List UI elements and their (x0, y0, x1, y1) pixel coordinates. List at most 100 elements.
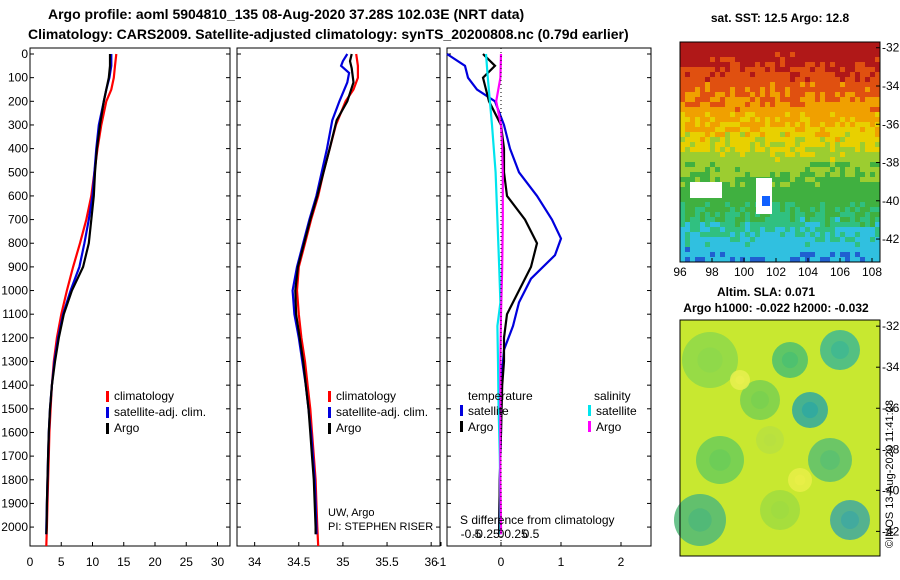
sst-cell (750, 147, 756, 153)
sst-cell (750, 257, 756, 263)
sst-cell (805, 77, 811, 83)
sst-cell (845, 192, 851, 198)
sst-cell (785, 102, 791, 108)
sst-cell (705, 42, 711, 48)
sst-cell (680, 87, 686, 93)
sst-cell (835, 247, 841, 253)
sst-cell (865, 82, 871, 88)
sst-cell (685, 167, 691, 173)
sst-cell (805, 97, 811, 103)
sst-cell (710, 42, 716, 48)
sst-cell (825, 177, 831, 183)
sst-cell (845, 197, 851, 203)
sst-cell (795, 142, 801, 148)
sst-cell (795, 92, 801, 98)
sst-cell (720, 217, 726, 223)
sst-cell (765, 247, 771, 253)
sst-cell (865, 157, 871, 163)
sst-cell (680, 112, 686, 118)
sst-cell (825, 232, 831, 238)
sst-cell (725, 112, 731, 118)
sst-cell (760, 107, 766, 113)
sst-cell (805, 202, 811, 208)
sst-cell (685, 217, 691, 223)
temp-xtick-label: 0 (27, 555, 34, 569)
sst-cell (870, 97, 876, 103)
sst-cell (710, 227, 716, 233)
diff-xtick-bottom-label: 0 (498, 555, 505, 569)
sst-cell (690, 197, 696, 203)
sst-cell (865, 217, 871, 223)
sst-cell (750, 212, 756, 218)
sst-cell (825, 152, 831, 158)
sst-cell (730, 137, 736, 143)
legend-swatch (106, 391, 109, 402)
sst-cell (775, 112, 781, 118)
header-line-1: Argo profile: aoml 5904810_135 08-Aug-20… (48, 6, 525, 22)
sst-cell (790, 172, 796, 178)
sst-cell (755, 152, 761, 158)
sst-cell (765, 137, 771, 143)
sst-cell (850, 212, 856, 218)
temp-series-argo (45, 54, 112, 535)
sst-cell (680, 252, 686, 258)
sst-cell (745, 57, 751, 63)
sst-cell (760, 167, 766, 173)
sst-cell (740, 102, 746, 108)
sst-cell (750, 182, 756, 188)
sst-cell (790, 47, 796, 53)
sst-cell (855, 87, 861, 93)
sst-cell (685, 147, 691, 153)
sst-cell (820, 157, 826, 163)
sst-cell (780, 132, 786, 138)
sst-cell (715, 167, 721, 173)
sst-cell (815, 142, 821, 148)
sst-cell (845, 182, 851, 188)
sst-cell (730, 72, 736, 78)
sst-cell (730, 42, 736, 48)
sst-cell (785, 142, 791, 148)
sst-cell (835, 97, 841, 103)
sst-cell (790, 127, 796, 133)
sst-cell (860, 82, 866, 88)
sst-cell (825, 107, 831, 113)
sst-cell (845, 132, 851, 138)
sst-cell (875, 132, 881, 138)
sst-cell (685, 227, 691, 233)
sst-cell (860, 102, 866, 108)
sst-cell (810, 112, 816, 118)
sst-cell (860, 57, 866, 63)
sst-cell (680, 62, 686, 68)
sst-cell (785, 237, 791, 243)
sst-cell (785, 227, 791, 233)
sst-cell (775, 77, 781, 83)
sst-cell (810, 232, 816, 238)
sst-cell (720, 187, 726, 193)
sst-cell (805, 222, 811, 228)
sst-cell (680, 192, 686, 198)
sst-cell (860, 207, 866, 213)
sst-cell (850, 247, 856, 253)
sst-cell (790, 147, 796, 153)
diff-legend-label: satellite (596, 404, 637, 418)
depth-tick-label: 1600 (1, 425, 28, 439)
sst-cell (850, 132, 856, 138)
sst-cell (775, 57, 781, 63)
sst-cell (865, 142, 871, 148)
sst-cell (770, 172, 776, 178)
depth-tick-label: 1100 (2, 307, 28, 321)
sst-cell (790, 107, 796, 113)
sst-cell (785, 127, 791, 133)
sst-cell (865, 137, 871, 143)
sla-feature-core (794, 474, 806, 486)
sst-cell (860, 182, 866, 188)
sst-cell (870, 117, 876, 123)
sst-cell (715, 72, 721, 78)
sst-cell (695, 102, 701, 108)
sst-cell (860, 107, 866, 113)
sst-cell (700, 207, 706, 213)
sst-cell (845, 97, 851, 103)
sst-cell (805, 172, 811, 178)
sst-cell (735, 207, 741, 213)
sst-cell (835, 82, 841, 88)
